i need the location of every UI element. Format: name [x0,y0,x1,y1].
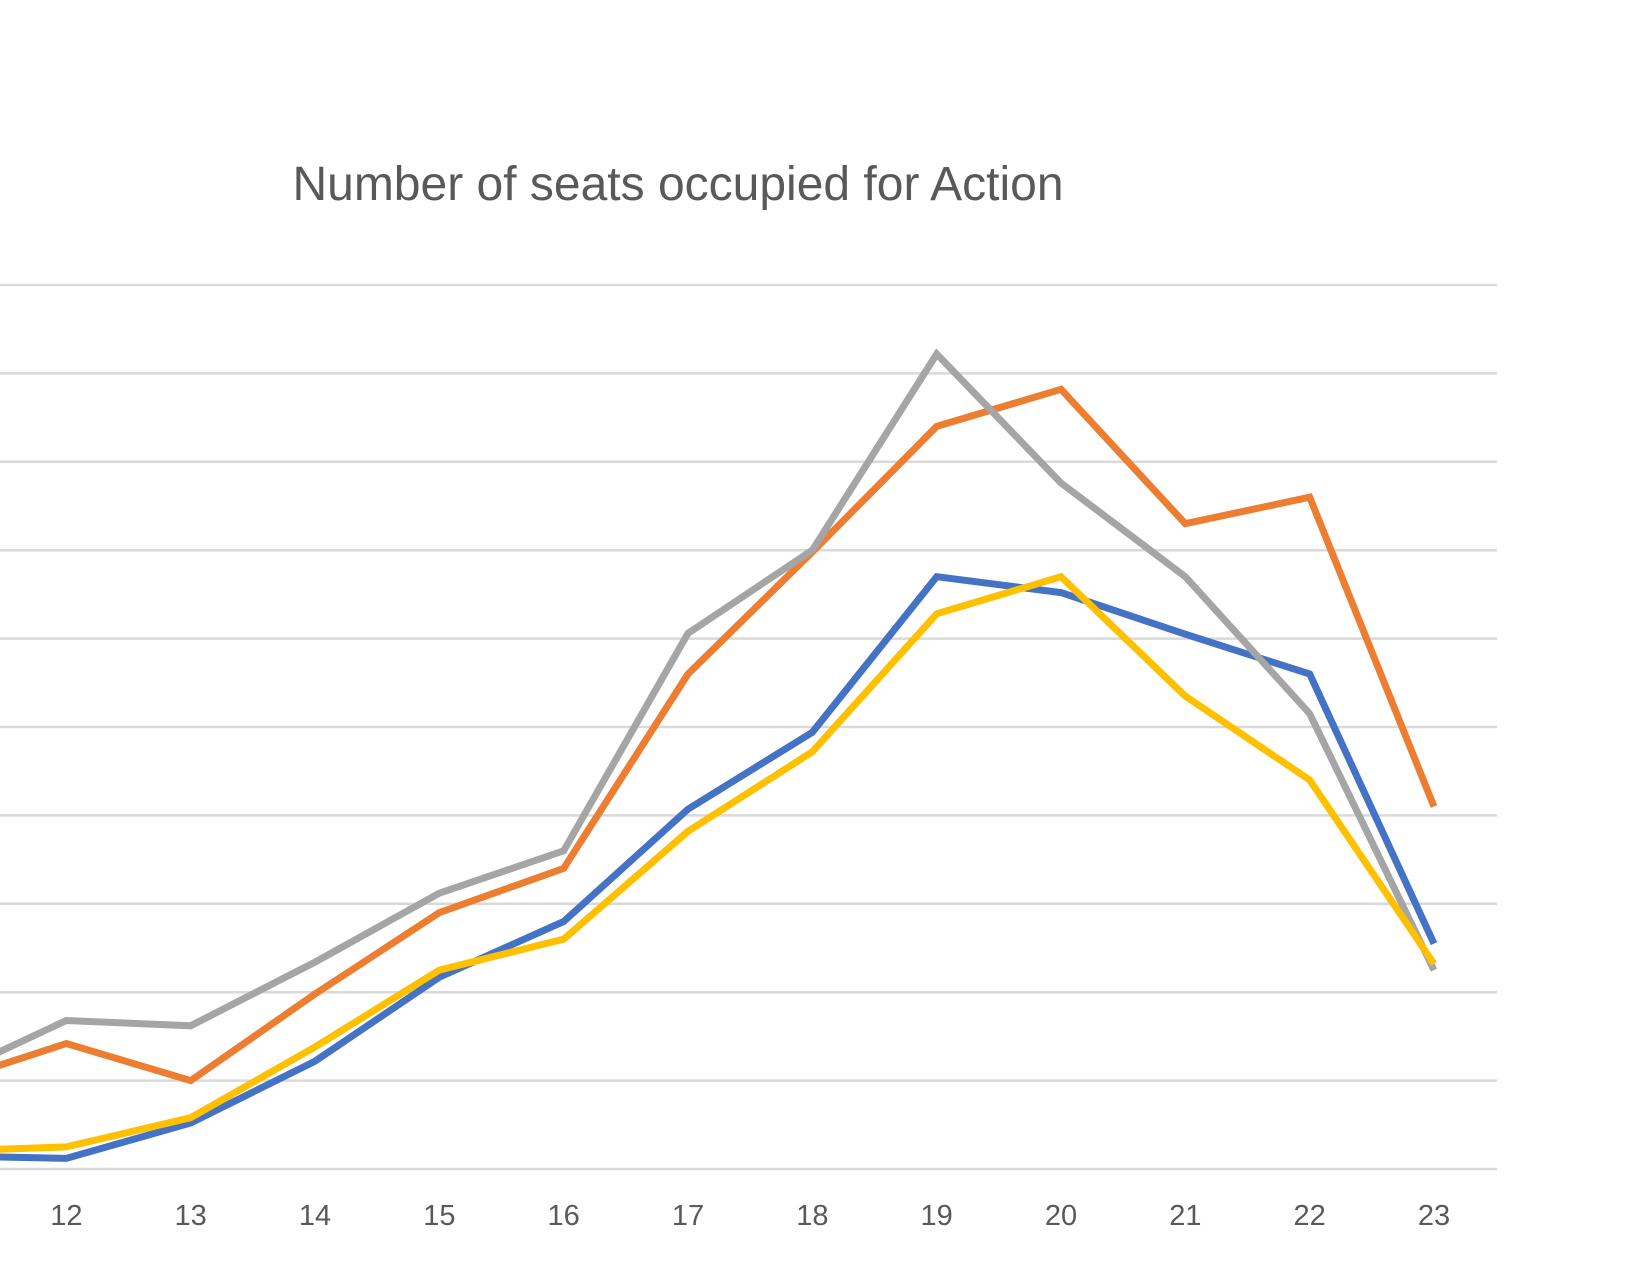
series-line-2 [0,385,1438,1085]
x-tick-label: 14 [299,1200,331,1232]
x-axis-tick-labels: 12 13 14 15 16 17 18 19 20 21 22 23 [50,1200,1450,1232]
x-tick-label: 19 [921,1200,953,1232]
series-line-3 [0,348,1438,1056]
series-lines [0,348,1438,1162]
x-tick-label: 22 [1294,1200,1326,1232]
gridlines [0,283,1497,1171]
x-tick-label: 13 [175,1200,207,1232]
series-line-1 [0,572,1438,1162]
x-tick-label: 16 [548,1200,580,1232]
chart-title: Number of seats occupied for Action [292,158,1063,211]
x-tick-label: 18 [796,1200,828,1232]
x-tick-label: 15 [423,1200,455,1232]
series-line-4 [0,572,1437,1153]
x-tick-label: 20 [1045,1200,1077,1232]
x-tick-label: 21 [1169,1200,1201,1232]
x-tick-label: 17 [672,1200,704,1232]
x-tick-label: 23 [1418,1200,1450,1232]
x-tick-label: 12 [50,1200,82,1232]
